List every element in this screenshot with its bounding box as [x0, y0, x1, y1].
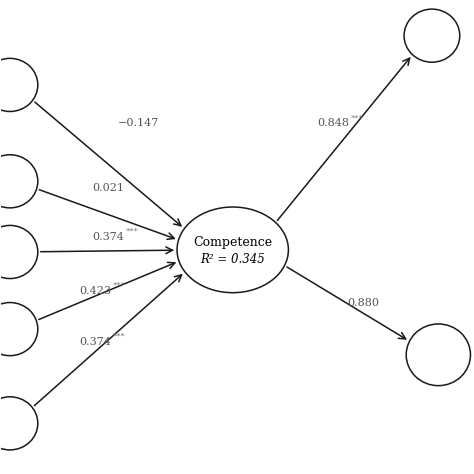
Ellipse shape — [0, 302, 38, 356]
Text: R² = 0.345: R² = 0.345 — [201, 253, 265, 266]
Text: ***: *** — [113, 282, 126, 290]
Text: 0.423: 0.423 — [80, 285, 112, 296]
Text: Competence: Competence — [193, 236, 272, 249]
Text: 0.374: 0.374 — [92, 232, 124, 242]
Text: −0.147: −0.147 — [118, 118, 159, 128]
Ellipse shape — [0, 397, 38, 450]
Text: 0.021: 0.021 — [92, 183, 125, 193]
Ellipse shape — [0, 226, 38, 279]
Text: ***: *** — [350, 114, 363, 122]
Text: 0.374: 0.374 — [80, 337, 111, 347]
Ellipse shape — [177, 207, 288, 292]
Ellipse shape — [0, 155, 38, 208]
Ellipse shape — [404, 9, 460, 62]
Text: ***: *** — [126, 228, 138, 236]
Ellipse shape — [406, 324, 471, 386]
Text: 0.880: 0.880 — [347, 299, 379, 309]
Text: 0.848: 0.848 — [318, 118, 349, 128]
Text: ***: *** — [113, 333, 126, 341]
Ellipse shape — [0, 58, 38, 111]
